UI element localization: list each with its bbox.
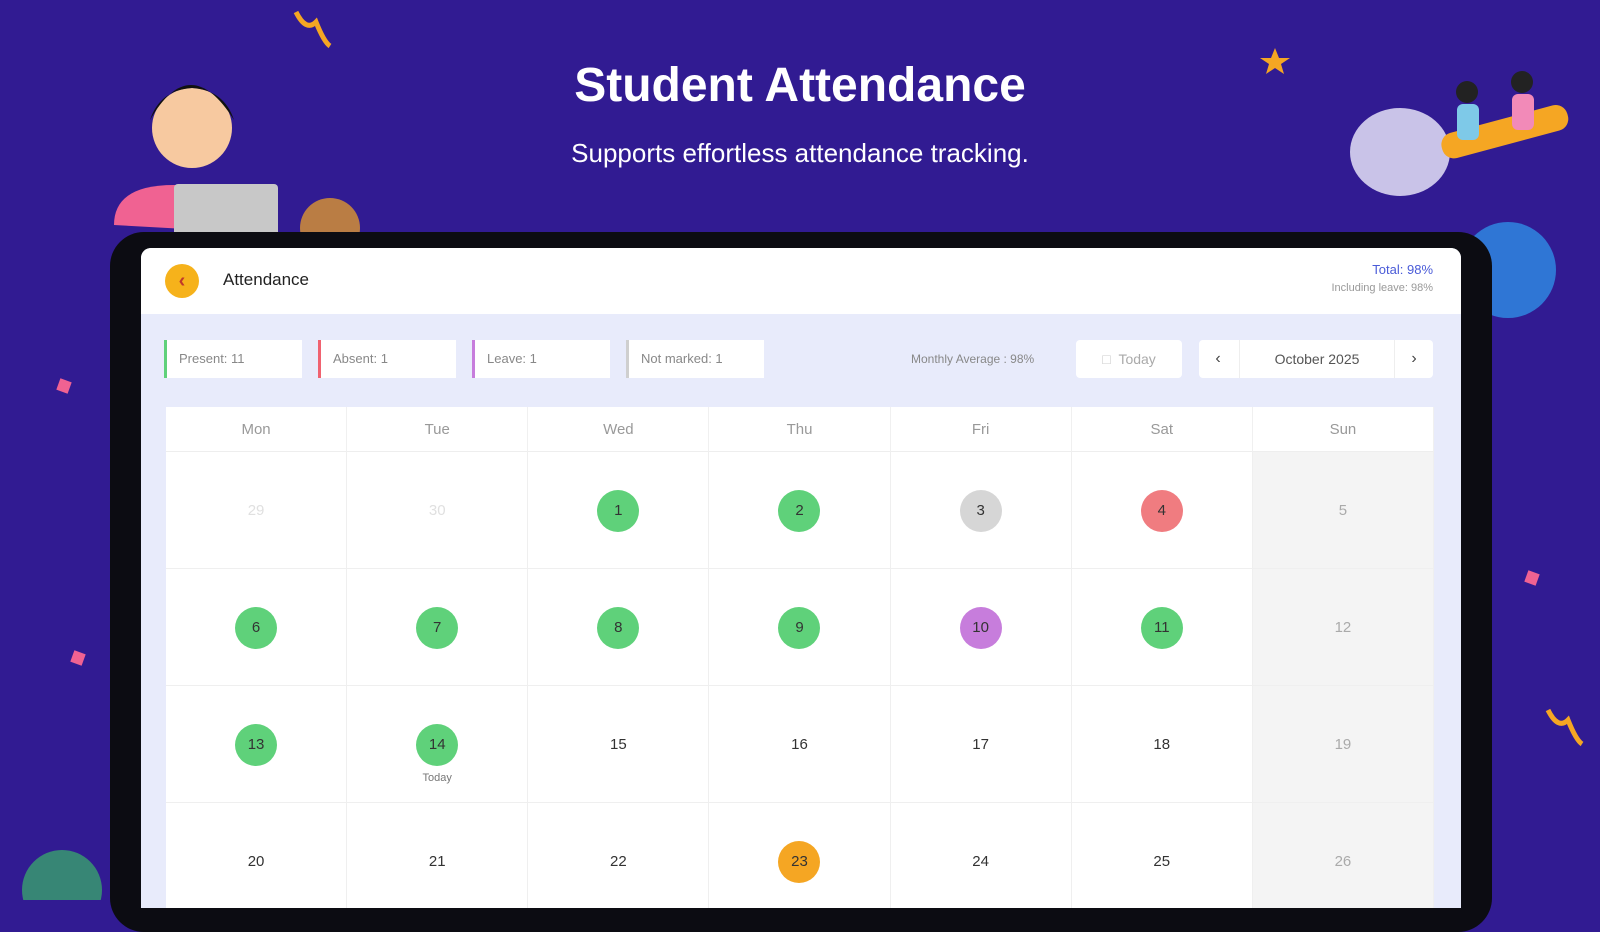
day-number: 8 [597, 607, 640, 649]
day-number: 6 [235, 607, 278, 649]
day-number: 18 [1153, 736, 1171, 753]
total-percentage: Total: 98% [1372, 262, 1433, 277]
stat-card: Leave: 1 [472, 340, 610, 378]
weekday-header: Mon [166, 407, 348, 452]
day-number: 9 [778, 607, 821, 649]
day-number: 15 [610, 736, 627, 753]
day-number: 25 [1153, 853, 1171, 870]
day-cell[interactable]: 21 [347, 803, 529, 908]
day-cell[interactable]: 7 [347, 569, 529, 686]
weekday-header: Thu [709, 407, 891, 452]
app-screen: ‹ Attendance Total: 98% Including leave:… [141, 248, 1461, 908]
day-cell[interactable]: 17 [890, 686, 1072, 803]
including-leave: Including leave: 98% [1331, 282, 1433, 294]
day-number: 10 [959, 607, 1002, 649]
day-number: 14 [416, 724, 459, 766]
day-number: 17 [972, 736, 989, 753]
day-cell[interactable]: 19 [1252, 686, 1434, 803]
day-number: 24 [972, 853, 989, 870]
day-cell[interactable]: 29 [166, 452, 348, 569]
day-number: 1 [597, 490, 640, 532]
app-bar: ‹ Attendance Total: 98% Including leave:… [141, 248, 1461, 314]
day-number: 22 [610, 853, 627, 870]
calendar-icon: □ [1102, 351, 1119, 367]
day-cell[interactable]: 11 [1071, 569, 1253, 686]
weekday-header: Fri [890, 407, 1072, 452]
day-number: 21 [428, 853, 446, 870]
prev-month[interactable]: ‹ [1215, 350, 1221, 367]
day-number: 7 [416, 607, 459, 649]
day-cell[interactable]: 12 [1252, 569, 1434, 686]
day-cell[interactable]: 3 [890, 452, 1072, 569]
next-month[interactable]: › [1411, 350, 1417, 367]
day-cell[interactable]: 8 [528, 569, 710, 686]
month-navigator: ‹ October 2025 › [1199, 340, 1433, 378]
day-number: 13 [235, 724, 278, 766]
day-cell[interactable]: 1 [528, 452, 710, 569]
monthly-average: Monthly Average : 98% [911, 352, 1035, 366]
day-number: 2 [778, 490, 821, 532]
day-number: 4 [1140, 490, 1183, 532]
day-number: 5 [1338, 502, 1348, 519]
day-cell[interactable]: 30 [347, 452, 529, 569]
day-cell[interactable]: 10 [890, 569, 1072, 686]
day-number: 11 [1140, 607, 1183, 649]
weekday-header: Sun [1252, 407, 1434, 452]
day-cell[interactable]: 24 [891, 803, 1072, 908]
day-cell[interactable]: 23 [709, 803, 891, 908]
month-label: October 2025 [1239, 340, 1395, 378]
day-cell[interactable]: 13 [166, 686, 348, 803]
weekday-header: Wed [528, 407, 710, 452]
day-number: 12 [1334, 619, 1352, 636]
back-button[interactable]: ‹ [165, 264, 199, 298]
stat-card: Present: 11 [164, 340, 302, 378]
today-note: Today [422, 772, 452, 784]
stat-card: Absent: 1 [318, 340, 456, 378]
page-subtitle: Supports effortless attendance tracking. [571, 138, 1029, 168]
decorations [22, 10, 1584, 900]
day-cell[interactable]: 22 [528, 803, 710, 908]
day-number: 3 [959, 490, 1002, 532]
day-cell[interactable]: 20 [166, 803, 348, 908]
day-number: 29 [247, 502, 265, 519]
page-title: Student Attendance [574, 59, 1026, 112]
weekday-header: Sat [1071, 407, 1253, 452]
day-cell[interactable]: 5 [1252, 452, 1434, 569]
day-cell[interactable]: 25 [1072, 803, 1253, 908]
day-cell[interactable]: 26 [1252, 803, 1434, 908]
day-cell[interactable]: 2 [709, 452, 891, 569]
today-label: Today [1118, 351, 1156, 367]
day-cell[interactable]: 18 [1071, 686, 1253, 803]
today-button[interactable]: □ Today [1076, 340, 1182, 378]
day-number: 23 [778, 841, 821, 883]
day-cell[interactable]: 6 [166, 569, 348, 686]
day-cell[interactable]: 16 [709, 686, 891, 803]
day-number: 20 [247, 853, 265, 870]
day-cell[interactable]: 4 [1071, 452, 1253, 569]
day-number: 19 [1334, 736, 1352, 753]
day-cell[interactable]: 15 [528, 686, 710, 803]
day-number: 30 [428, 502, 446, 519]
day-number: 26 [1334, 853, 1352, 870]
calendar: Mon Tue Wed Thu Fri Sat Sun 29 30 1 2 3 4 5 6 7 8 9 10 11 12… [166, 407, 1434, 908]
day-cell[interactable]: 9 [709, 569, 891, 686]
screenshot: {"header": {"title": "Student Attendance… [22, 10, 1584, 932]
weekday-header: Tue [347, 407, 529, 452]
day-number: 16 [791, 736, 808, 753]
app-title: Attendance [223, 270, 310, 289]
stat-card: Not marked: 1 [626, 340, 764, 378]
day-cell[interactable]: 14 Today [347, 686, 529, 803]
